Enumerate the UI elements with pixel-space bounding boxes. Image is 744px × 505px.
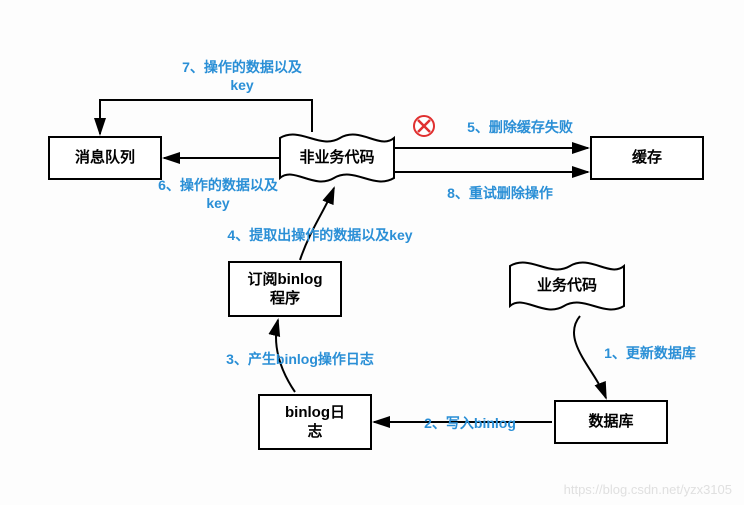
node-binlog: binlog日 志 bbox=[258, 394, 372, 450]
edge-label-2: 2、写入binlog bbox=[400, 414, 540, 432]
edge-label-4: 4、提取出操作的数据以及key bbox=[200, 226, 440, 244]
node-message-queue: 消息队列 bbox=[48, 136, 162, 180]
node-label: 非业务代码 bbox=[299, 149, 374, 166]
edge-label-3: 3、产生binlog操作日志 bbox=[200, 350, 400, 368]
edge-label-6: 6、操作的数据以及 key bbox=[128, 176, 308, 212]
node-label: 订阅binlog 程序 bbox=[248, 270, 323, 309]
node-label: binlog日 志 bbox=[285, 403, 345, 442]
node-nonbiz-code: 非业务代码 bbox=[280, 148, 394, 168]
node-label: 业务代码 bbox=[537, 277, 597, 294]
node-database: 数据库 bbox=[554, 400, 668, 444]
edge-label-8: 8、重试删除操作 bbox=[420, 184, 580, 202]
watermark: https://blog.csdn.net/yzx3105 bbox=[564, 482, 732, 497]
node-biz-code: 业务代码 bbox=[510, 276, 624, 296]
node-label: 缓存 bbox=[632, 148, 662, 168]
node-label: 消息队列 bbox=[75, 148, 135, 168]
edge-label-7: 7、操作的数据以及 key bbox=[152, 58, 332, 94]
node-label: 数据库 bbox=[588, 412, 633, 432]
edge-label-1: 1、更新数据库 bbox=[590, 344, 710, 362]
node-subscribe-binlog: 订阅binlog 程序 bbox=[228, 261, 342, 317]
node-cache: 缓存 bbox=[590, 136, 704, 180]
edge-label-5: 5、删除缓存失败 bbox=[440, 118, 600, 136]
